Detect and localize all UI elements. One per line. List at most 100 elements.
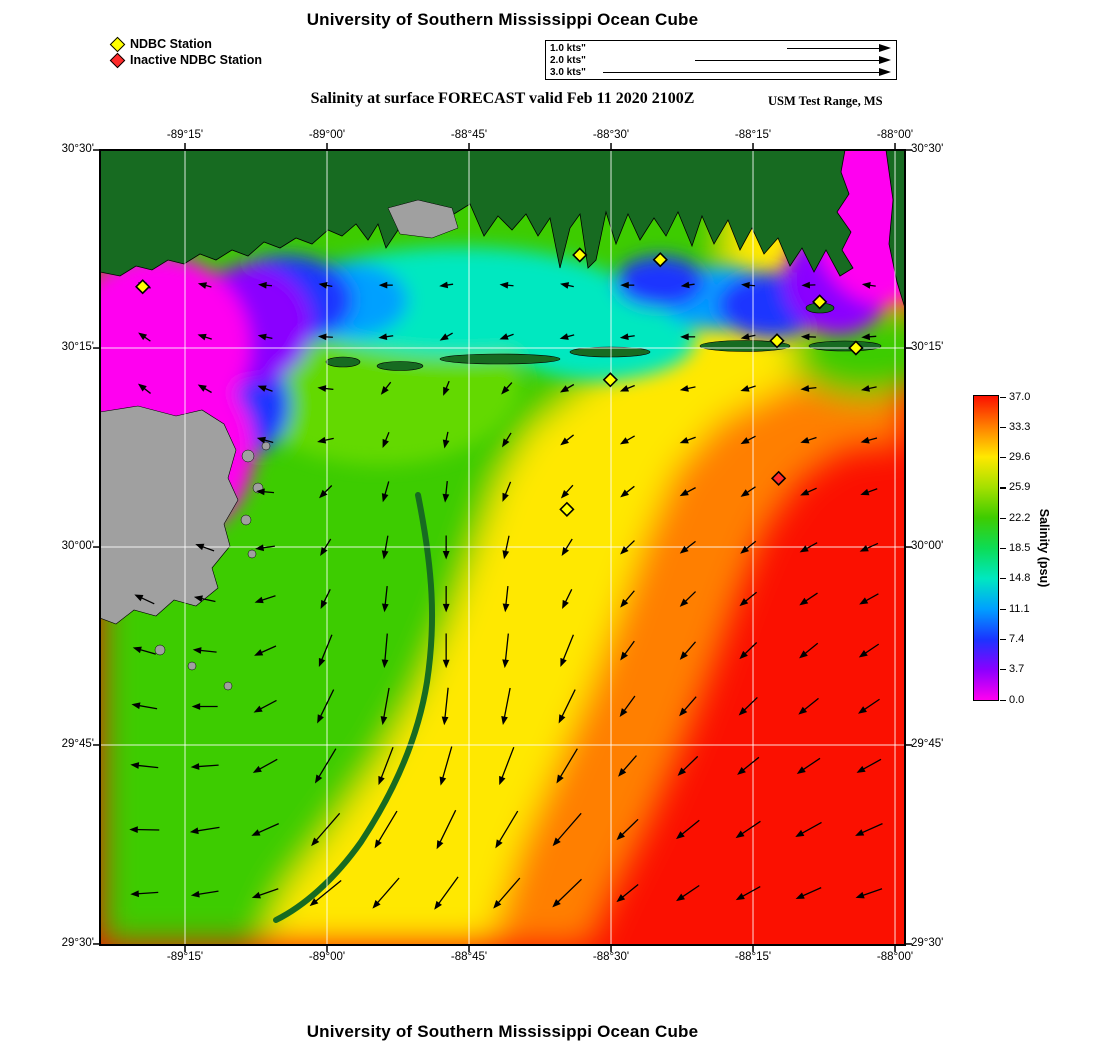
current-arrow — [801, 281, 816, 289]
current-arrow — [502, 432, 512, 448]
current-arrow — [620, 281, 635, 289]
current-arrow — [859, 542, 879, 552]
current-arrow — [382, 432, 390, 449]
colorbar-tick — [1000, 578, 1006, 580]
colorbar-tick-label: 22.2 — [1009, 511, 1031, 524]
current-arrow — [552, 812, 582, 847]
current-arrow — [130, 762, 159, 769]
velocity-scale-row: 3.0 kts" — [550, 67, 892, 78]
current-arrow — [381, 481, 390, 503]
current-arrow — [740, 486, 756, 497]
legend-label-ndbc: NDBC Station — [130, 37, 212, 51]
current-arrow — [860, 488, 878, 496]
current-arrow — [800, 487, 817, 496]
current-arrow — [735, 885, 761, 901]
current-arrow — [739, 591, 757, 607]
current-arrow — [735, 820, 761, 839]
current-arrow — [679, 487, 696, 497]
ndbc-station-marker — [812, 294, 828, 310]
current-arrow — [443, 380, 450, 396]
colorbar-tick-label: 0.0 — [1009, 693, 1025, 706]
current-arrow — [502, 535, 510, 560]
current-arrow — [314, 748, 337, 784]
current-arrow — [741, 281, 756, 289]
axis-tick-label: -89°00' — [308, 951, 346, 963]
velocity-scale-legend: 1.0 kts" 2.0 kts" 3.0 kts" — [545, 40, 897, 80]
current-arrow — [317, 436, 334, 444]
current-arrow — [256, 488, 275, 496]
current-arrow — [254, 595, 276, 604]
current-arrow — [620, 485, 635, 498]
axis-tick-label: 29°45' — [61, 737, 94, 750]
current-arrow — [372, 877, 400, 909]
current-arrow — [740, 540, 757, 554]
colorbar-tick-label: 33.3 — [1009, 420, 1031, 433]
current-arrow — [562, 589, 573, 610]
velocity-scale-row: 2.0 kts" — [550, 55, 892, 66]
current-arrow — [502, 633, 509, 669]
current-arrow — [619, 333, 635, 341]
current-arrow — [798, 697, 819, 715]
velocity-arrowhead-icon — [879, 56, 891, 64]
current-arrow — [616, 884, 639, 903]
colorbar-tick — [1000, 487, 1006, 489]
colorbar-tick — [1000, 457, 1006, 459]
colorbar-tick-label: 11.1 — [1009, 602, 1030, 615]
axis-tick-label: 30°30' — [61, 143, 94, 155]
coastal-flats — [387, 199, 459, 239]
current-arrow — [380, 381, 392, 395]
current-arrow — [502, 585, 510, 613]
current-arrow — [499, 281, 514, 289]
current-arrow — [257, 333, 273, 341]
ndbc-station-marker — [135, 279, 151, 295]
velocity-scale-line — [787, 48, 879, 50]
current-arrow — [129, 826, 160, 834]
current-arrow — [442, 633, 450, 669]
current-arrow — [254, 645, 277, 656]
current-arrow — [861, 333, 877, 341]
current-arrow — [680, 333, 696, 341]
colorbar-tick-label: 3.7 — [1009, 663, 1025, 676]
current-arrow — [679, 385, 696, 392]
ndbc-station-marker — [769, 333, 785, 349]
forecast-subtitle: Salinity at surface FORECAST valid Feb 1… — [310, 90, 695, 107]
current-arrow — [558, 689, 576, 724]
current-arrow — [856, 758, 882, 773]
colorbar-tick — [1000, 669, 1006, 671]
current-arrow — [442, 431, 450, 449]
colorbar-tick-label: 37.0 — [1009, 390, 1031, 403]
current-arrow — [860, 385, 877, 392]
current-arrow — [552, 878, 582, 908]
colorbar-title: Salinity (psu) — [1037, 508, 1051, 588]
axis-tick-label: -88°30' — [592, 129, 630, 141]
current-arrow — [374, 810, 398, 849]
current-arrow — [740, 435, 756, 445]
ndbc-station-icon — [109, 36, 126, 52]
current-arrow — [501, 382, 513, 395]
velocity-arrowhead-icon — [879, 44, 891, 52]
current-arrow — [257, 385, 273, 392]
current-arrow — [320, 538, 332, 556]
current-arrow — [311, 812, 341, 847]
station-markers — [135, 247, 864, 517]
current-arrow — [493, 877, 521, 909]
map-area — [92, 142, 913, 953]
ndbc-station-marker — [848, 340, 864, 356]
current-arrow — [740, 333, 756, 340]
current-arrow — [560, 634, 575, 667]
current-arrow — [197, 282, 212, 289]
current-arrow — [439, 281, 454, 289]
current-arrow — [319, 485, 333, 499]
current-arrow — [190, 890, 219, 898]
current-arrow — [796, 757, 821, 774]
colorbar-gradient — [974, 396, 998, 700]
ndbc-station-marker — [559, 501, 575, 517]
current-arrow — [855, 888, 883, 899]
current-arrow — [620, 540, 635, 555]
current-arrow — [442, 585, 450, 613]
current-arrow — [378, 333, 394, 341]
current-arrow — [317, 333, 333, 341]
current-arrow — [618, 755, 637, 777]
current-arrow — [680, 281, 695, 289]
